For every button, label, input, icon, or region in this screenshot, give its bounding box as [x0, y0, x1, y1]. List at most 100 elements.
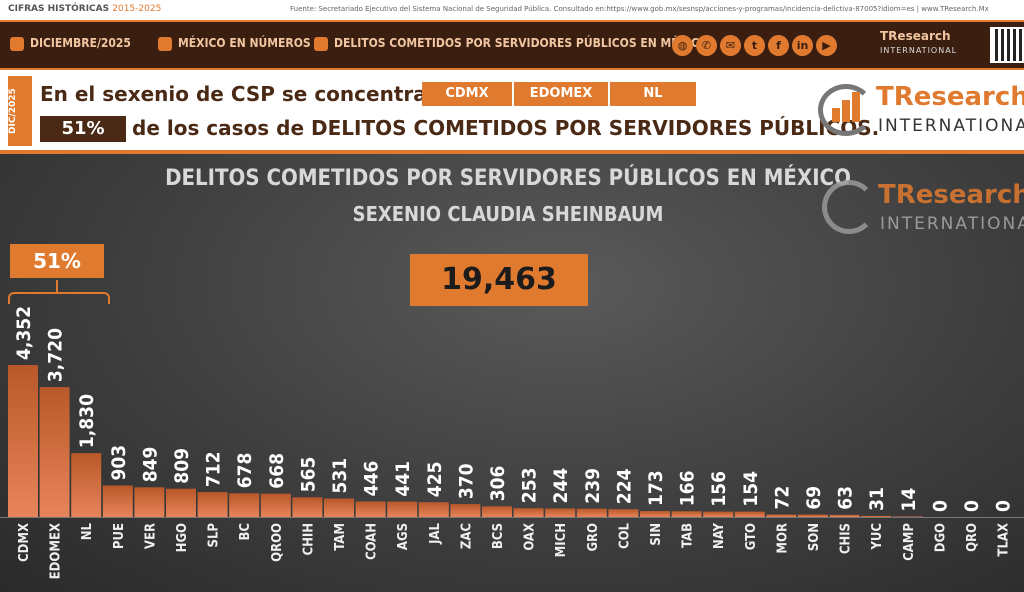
- nav-mexico-numbers[interactable]: MÉXICO EN NÚMEROS: [158, 36, 311, 51]
- bar-tam: [324, 498, 354, 517]
- bar-value-label: 425: [424, 462, 446, 498]
- facebook-icon[interactable]: f: [768, 35, 789, 56]
- category-label: CHIS: [839, 523, 854, 554]
- nav-logo[interactable]: TResearch INTERNATIONAL: [880, 29, 958, 56]
- category-label: OAX: [523, 523, 538, 551]
- bar-value-label: 3,720: [45, 328, 67, 382]
- category-label: HGO: [175, 523, 190, 552]
- bar-ver: [134, 487, 165, 517]
- category-label: GTO: [744, 523, 759, 550]
- chip-nl: NL: [610, 82, 696, 106]
- percent-box: 51%: [10, 244, 104, 278]
- bar-chih: [292, 497, 323, 517]
- bar-value-label: 903: [108, 445, 130, 481]
- bar-value-label: 306: [487, 466, 509, 502]
- headline-percent: 51%: [40, 116, 126, 142]
- category-label: PUE: [112, 523, 127, 549]
- bar-coah: [355, 501, 386, 517]
- bar-jal: [418, 502, 449, 517]
- chip-edomex: EDOMEX: [514, 82, 608, 106]
- category-label: BC: [238, 523, 253, 541]
- category-label: CDMX: [17, 523, 32, 562]
- bar-value-label: 0: [993, 500, 1015, 512]
- phone-icon[interactable]: ✆: [696, 35, 717, 56]
- bar-value-label: 0: [929, 500, 951, 512]
- bar-col: [608, 509, 639, 517]
- bar-value-label: 244: [550, 468, 572, 504]
- chart-subtitle: SEXENIO CLAUDIA SHEINBAUM: [352, 202, 664, 226]
- bar-chart: 4,352 CDMX 3,720 EDOMEX 1,830 NL 903 PUE 849 VER 8…: [0, 306, 1024, 579]
- bar-value-label: 712: [203, 451, 225, 487]
- bar-value-label: 678: [234, 453, 256, 489]
- bar-value-label: 156: [708, 471, 730, 507]
- bar-sin: [640, 511, 670, 517]
- bar-slp: [197, 492, 228, 517]
- category-label: COL: [617, 522, 632, 549]
- headline-line1: En el sexenio de CSP se concentran en: [40, 82, 476, 106]
- bar-value-label: 224: [613, 468, 635, 504]
- category-label: NAY: [712, 522, 727, 549]
- bar-qroo: [260, 493, 291, 517]
- globe-icon[interactable]: ◍: [672, 35, 693, 56]
- nav-date[interactable]: DICIEMBRE/2025: [10, 36, 131, 51]
- people-icon: [158, 36, 172, 51]
- logo-ring-icon: [818, 84, 874, 136]
- bar-value-label: 849: [139, 447, 161, 483]
- bar-cdmx: [8, 365, 38, 517]
- category-label: DGO: [933, 523, 948, 552]
- category-label: NL: [80, 522, 95, 540]
- category-label: GRO: [586, 523, 601, 552]
- category-label: ZAC: [459, 523, 474, 549]
- category-label: EDOMEX: [49, 523, 64, 579]
- youtube-icon[interactable]: ▶: [816, 35, 837, 56]
- bar-gro: [576, 508, 607, 517]
- bar-value-label: 31: [866, 487, 888, 511]
- linkedin-icon[interactable]: in: [792, 35, 813, 56]
- category-label: COAH: [365, 523, 380, 560]
- watermark-logo: TResearch INTERNATIONAL: [822, 176, 1024, 246]
- bar-value-label: 173: [645, 470, 667, 506]
- headline-line2: de los casos de DELITOS COMETIDOS POR SE…: [132, 116, 880, 140]
- nav-topic[interactable]: DELITOS COMETIDOS POR SERVIDORES PÚBLICO…: [314, 36, 708, 51]
- chip-cdmx: CDMX: [422, 82, 512, 106]
- category-label: CAMP: [902, 523, 917, 561]
- bar-hgo: [166, 488, 196, 517]
- bar-value-label: 72: [771, 486, 793, 510]
- bar-bc: [229, 493, 260, 517]
- bar-value-label: 63: [835, 486, 857, 510]
- bar-value-label: 154: [740, 471, 762, 507]
- brand-sub: INTERNATIONAL: [878, 116, 1024, 136]
- bar-value-label: 253: [519, 468, 541, 504]
- nav-bar: DICIEMBRE/2025 MÉXICO EN NÚMEROS DELITOS…: [0, 20, 1024, 70]
- total-box: 19,463: [410, 254, 588, 306]
- bar-yuc: [861, 515, 892, 517]
- bar-value-label: 370: [455, 463, 477, 499]
- bar-son: [798, 514, 828, 517]
- brand-logo[interactable]: TResearch INTERNATIONAL: [818, 78, 1024, 144]
- bar-pue: [102, 485, 133, 517]
- qr-code: [990, 27, 1024, 63]
- category-label: JAL: [428, 522, 443, 544]
- bar-value-label: 809: [171, 448, 193, 484]
- twitter-icon[interactable]: t: [744, 35, 765, 56]
- calendar-icon: [10, 36, 24, 51]
- bar-edomex: [39, 387, 70, 517]
- mail-icon[interactable]: ✉: [720, 35, 741, 56]
- brand-name: TResearch: [876, 82, 1024, 112]
- category-label: TLAX: [997, 523, 1012, 557]
- bar-value-label: 1,830: [76, 394, 98, 448]
- bar-gto: [734, 511, 765, 517]
- chart-panel: DELITOS COMETIDOS POR SERVIDORES PÚBLICO…: [0, 154, 1024, 592]
- bar-bcs: [482, 506, 512, 517]
- top-info-bar: CIFRAS HISTÓRICAS 2015-2025 Fuente: Secr…: [0, 0, 1024, 20]
- chart-title: DELITOS COMETIDOS POR SERVIDORES PÚBLICO…: [165, 166, 851, 191]
- watermark-brand: TResearch: [878, 180, 1024, 210]
- category-label: TAM: [333, 523, 348, 551]
- bar-value-label: 531: [329, 458, 351, 494]
- bar-value-label: 14: [898, 488, 920, 512]
- bar-zac: [450, 504, 481, 517]
- source-text: Fuente: Secretariado Ejecutivo del Siste…: [290, 5, 990, 13]
- bar-value-label: 239: [582, 468, 604, 504]
- bar-value-label: 668: [266, 453, 288, 489]
- category-label: MOR: [775, 523, 790, 554]
